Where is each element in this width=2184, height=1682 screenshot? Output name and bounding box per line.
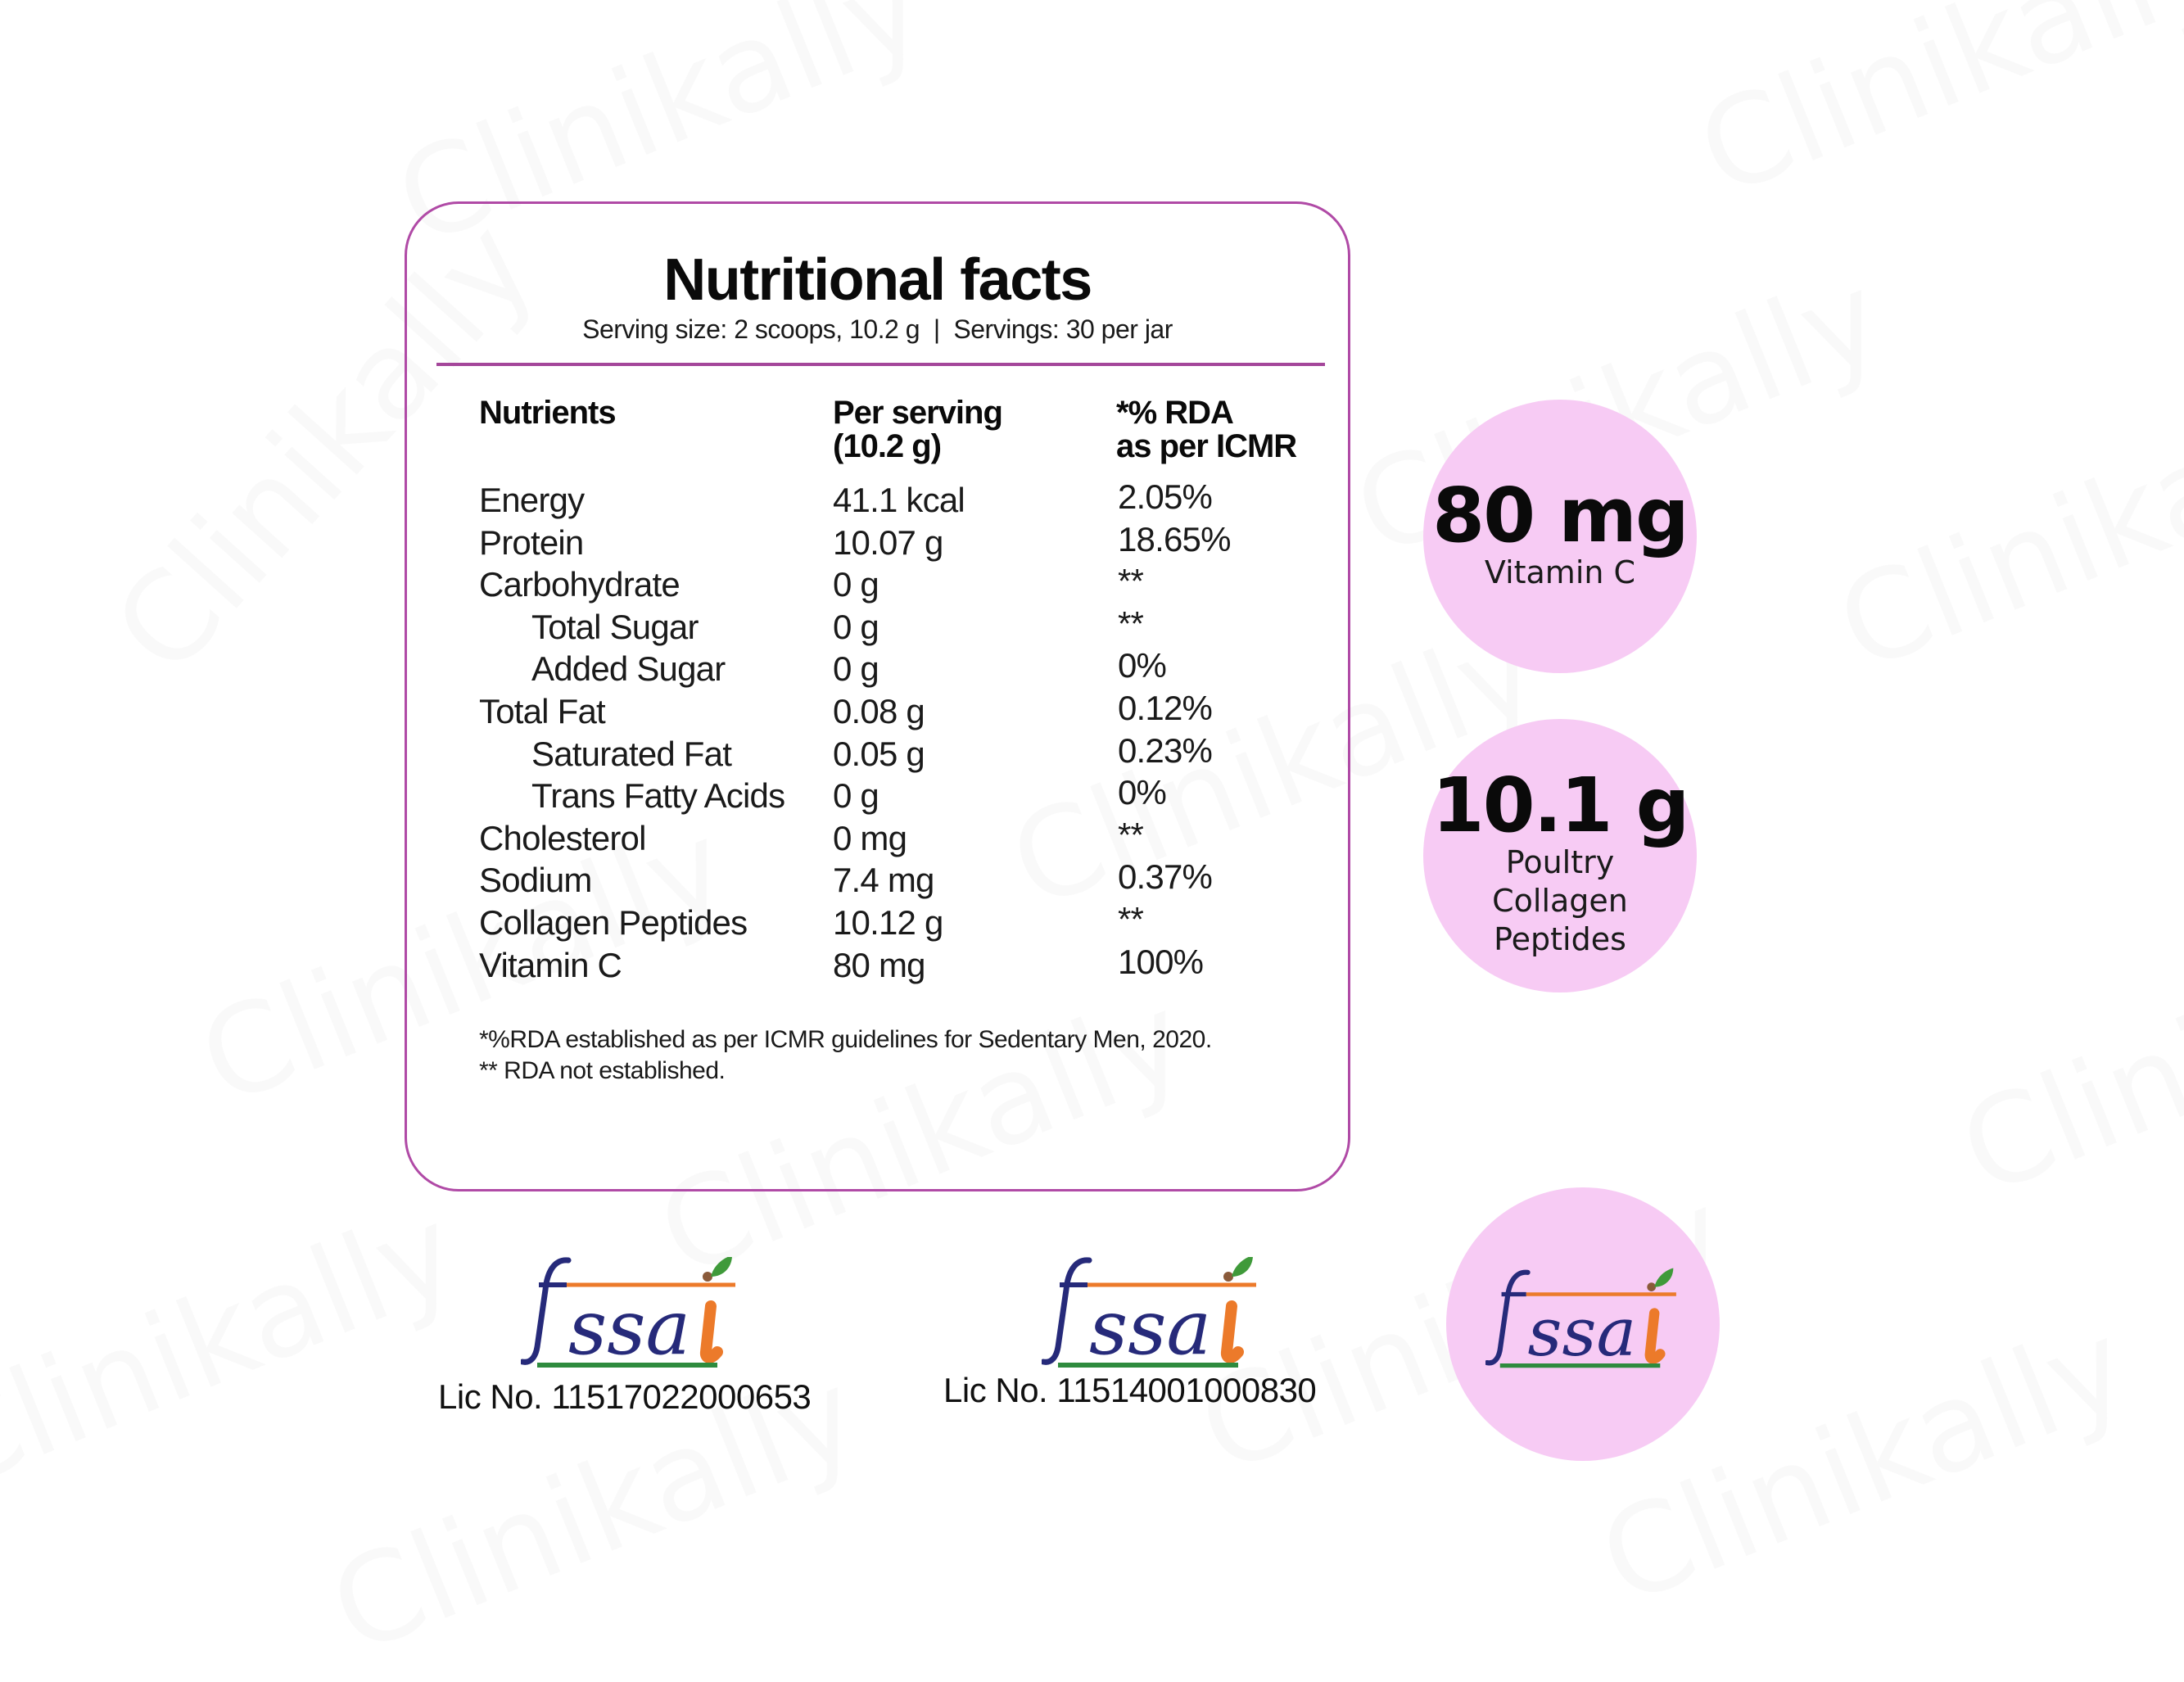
table-row: Saturated Fat 0.05 g 0.23%: [407, 731, 1348, 777]
rda-value: **: [1118, 604, 1144, 643]
table-row: Cholesterol 0 mg **: [407, 815, 1348, 861]
badge-value: 10.1 g: [1431, 762, 1690, 849]
license-number-1: Lic No. 11517022000653: [438, 1377, 812, 1416]
nutrient-name: Energy: [479, 481, 585, 519]
watermark: Clinikally: [1820, 360, 2184, 699]
nutrient-name: Sodium: [479, 861, 592, 900]
rda-value: **: [1118, 899, 1144, 938]
svg-text:ssa: ssa: [1528, 1294, 1637, 1372]
header-per-serving-line2: (10.2 g): [833, 428, 942, 464]
per-serving-value: 0.08 g: [833, 691, 925, 730]
collagen-badge: 10.1 g Poultry Collagen Peptides: [1423, 719, 1697, 992]
card-title: Nutritional facts: [663, 247, 1092, 313]
per-serving-value: 7.4 mg: [833, 861, 934, 900]
table-row: Total Fat 0.08 g 0.12%: [407, 688, 1348, 735]
per-serving-value: 10.12 g: [833, 902, 943, 942]
nutrient-name: Vitamin C: [479, 945, 622, 984]
header-nutrients: Nutrients: [479, 395, 617, 431]
per-serving-value: 0 g: [833, 649, 879, 689]
header-rda-line2: as per ICMR: [1116, 428, 1297, 464]
rda-value: 2.05%: [1118, 477, 1213, 516]
header-rda: *% RDA as per ICMR: [1116, 395, 1297, 464]
rda-value: 0.23%: [1118, 730, 1213, 770]
table-row: Vitamin C 80 mg 100%: [407, 942, 1348, 988]
per-serving-value: 80 mg: [833, 945, 926, 984]
rda-value: 0%: [1118, 773, 1167, 812]
rda-value: **: [1118, 815, 1144, 854]
watermark: Clinikally: [0, 1179, 476, 1517]
fssai-logo-icon: ssa: [1040, 1255, 1256, 1372]
nutrition-facts-card: Nutritional facts Serving size: 2 scoops…: [405, 201, 1350, 1191]
footnote-not-established: ** RDA not established.: [479, 1057, 726, 1084]
nutrient-name: Total Sugar: [531, 607, 699, 646]
rda-value: 0%: [1118, 646, 1167, 685]
rda-value: **: [1118, 562, 1144, 601]
per-serving-value: 0 g: [833, 607, 879, 646]
table-row: Carbohydrate 0 g **: [407, 562, 1348, 608]
rda-value: 0.37%: [1118, 857, 1213, 897]
badge-label-line2: Collagen: [1492, 883, 1628, 919]
table-row: Total Sugar 0 g **: [407, 604, 1348, 650]
nutrient-name: Collagen Peptides: [479, 902, 748, 942]
divider: [436, 363, 1325, 366]
nutrient-name: Trans Fatty Acids: [531, 776, 785, 816]
header-per-serving-line1: Per serving: [833, 395, 1003, 431]
nutrient-name: Cholesterol: [479, 818, 646, 857]
vitamin-c-badge: 80 mg Vitamin C: [1423, 400, 1697, 673]
nutrient-name: Added Sugar: [531, 649, 726, 689]
per-serving-value: 41.1 kcal: [833, 481, 965, 519]
per-serving-value: 0 g: [833, 776, 879, 816]
table-row: Collagen Peptides 10.12 g **: [407, 899, 1348, 946]
per-serving-value: 0 g: [833, 565, 879, 604]
footnotes: *%RDA established as per ICMR guidelines…: [479, 1024, 1212, 1087]
table-row: Trans Fatty Acids 0 g 0%: [407, 773, 1348, 819]
badge-label-line3: Peptides: [1494, 921, 1626, 957]
fssai-logo-1: ssa: [519, 1255, 742, 1372]
nutrient-name: Carbohydrate: [479, 565, 681, 604]
fssai-logo-icon: ssa: [1485, 1268, 1676, 1372]
badge-label-line1: Poultry: [1505, 844, 1615, 880]
header-nutrients-label: Nutrients: [479, 395, 617, 431]
table-row: Energy 41.1 kcal 2.05%: [407, 477, 1348, 523]
per-serving-value: 0.05 g: [833, 734, 925, 773]
nutrient-name: Protein: [479, 522, 584, 562]
watermark: Clinikally: [1680, 0, 2184, 224]
badge-value: 80 mg: [1432, 472, 1689, 559]
table-row: Protein 10.07 g 18.65%: [407, 519, 1348, 566]
fssai-logo-icon: ssa: [519, 1255, 735, 1372]
per-serving-value: 10.07 g: [833, 522, 943, 562]
rda-value: 18.65%: [1118, 519, 1231, 558]
svg-text:ssa: ssa: [1089, 1284, 1211, 1372]
rda-value: 0.12%: [1118, 688, 1213, 727]
per-serving-value: 0 mg: [833, 818, 907, 857]
svg-text:ssa: ssa: [568, 1284, 690, 1372]
watermark: Clinikally: [1942, 884, 2184, 1223]
fssai-badge: ssa: [1446, 1187, 1720, 1461]
fssai-logo-2: ssa: [1040, 1255, 1263, 1372]
rda-value: 100%: [1118, 942, 1204, 981]
header-rda-line1: *% RDA: [1116, 395, 1234, 431]
nutrient-name: Total Fat: [479, 691, 606, 730]
table-row: Added Sugar 0 g 0%: [407, 646, 1348, 692]
serving-info: Serving size: 2 scoops, 10.2 g | Serving…: [582, 314, 1173, 344]
header-per-serving: Per serving (10.2 g): [833, 395, 1003, 464]
nutrient-table: Energy 41.1 kcal 2.05% Protein 10.07 g 18.65…: [407, 477, 1348, 988]
license-number-2: Lic No. 11514001000830: [943, 1371, 1317, 1409]
badge-label: Vitamin C: [1484, 554, 1636, 590]
footnote-rda: *%RDA established as per ICMR guidelines…: [479, 1026, 1212, 1053]
nutrient-name: Saturated Fat: [531, 734, 732, 773]
table-row: Sodium 7.4 mg 0.37%: [407, 857, 1348, 903]
